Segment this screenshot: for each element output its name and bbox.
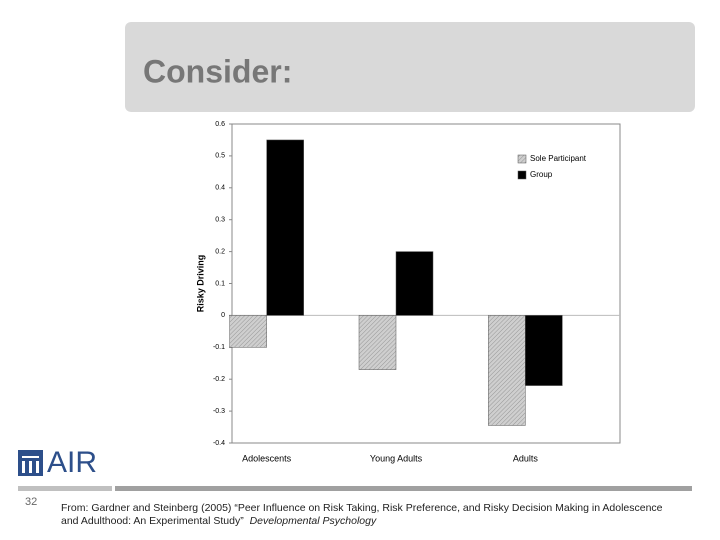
y-tick-label: -0.3 <box>213 408 225 415</box>
legend-label: Sole Participant <box>530 154 587 163</box>
y-tick-label: -0.2 <box>213 376 225 383</box>
y-tick-label: 0.6 <box>215 121 225 128</box>
legend-label: Group <box>530 170 553 179</box>
y-tick-label: 0.4 <box>215 185 225 192</box>
title-box <box>125 22 695 112</box>
y-tick-label: 0.1 <box>215 280 225 287</box>
x-tick-label: Young Adults <box>370 453 423 463</box>
bar <box>266 139 304 316</box>
y-tick-label: 0.2 <box>215 248 225 255</box>
logo: AIR <box>18 446 97 479</box>
bar <box>395 251 434 316</box>
y-tick-label: -0.4 <box>213 440 225 447</box>
bar <box>525 315 563 386</box>
y-axis-label: Risky Driving <box>195 255 205 313</box>
logo-text: AIR <box>47 446 97 479</box>
slide-title: Consider: <box>143 53 292 89</box>
y-tick-label: 0 <box>221 312 225 319</box>
bar <box>229 315 267 348</box>
x-tick-label: Adolescents <box>242 453 292 463</box>
y-tick-label: -0.1 <box>213 344 225 351</box>
x-tick-label: Adults <box>513 453 539 463</box>
page-number: 32 <box>25 496 38 508</box>
bar <box>358 315 397 370</box>
footer-bar <box>18 486 112 491</box>
citation-journal: Developmental Psychology <box>249 515 377 527</box>
legend-swatch <box>517 170 527 180</box>
footer-bar <box>115 486 692 491</box>
y-tick-label: 0.3 <box>215 217 225 224</box>
y-tick-label: 0.5 <box>215 153 225 160</box>
citation-text: From: Gardner and Steinberg (2005) “Peer… <box>61 502 663 527</box>
bar <box>488 315 526 426</box>
citation: From: Gardner and Steinberg (2005) “Peer… <box>61 502 681 528</box>
legend-swatch <box>517 154 527 164</box>
